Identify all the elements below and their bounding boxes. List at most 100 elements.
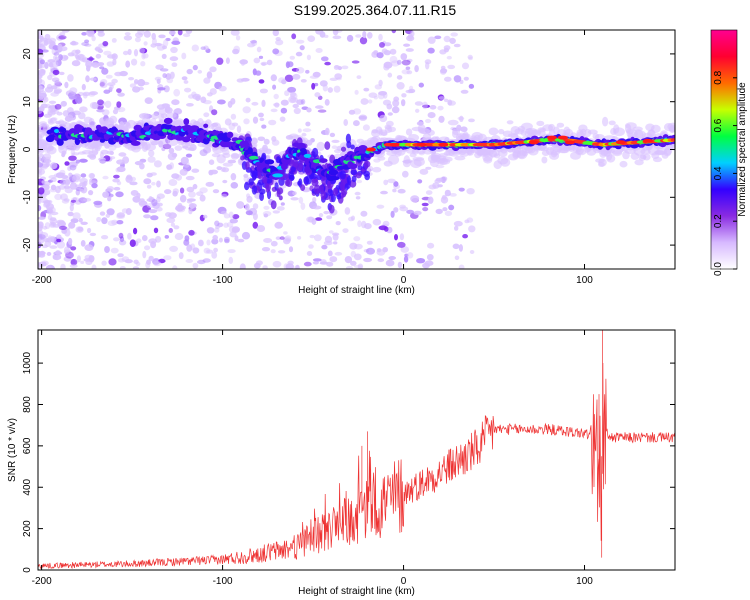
heatmap-cell — [444, 210, 453, 217]
heatmap-cell — [315, 105, 324, 109]
heatmap-cell — [161, 53, 167, 60]
heatmap-y-axis-label: Frequency (Hz) — [7, 115, 18, 184]
heatmap-cell — [393, 181, 399, 187]
heatmap-cell — [157, 87, 166, 91]
heatmap-cell — [366, 240, 373, 245]
heatmap-cell — [230, 182, 239, 189]
heatmap-cell — [468, 83, 475, 89]
heatmap-cell — [387, 154, 400, 165]
heatmap-cell — [427, 112, 436, 119]
heatmap-cell — [287, 86, 297, 93]
heatmap-cell — [251, 101, 259, 106]
heatmap-cell — [506, 120, 514, 125]
heatmap-cell — [258, 112, 264, 118]
heatmap-cell — [415, 108, 420, 113]
heatmap-cell — [280, 99, 289, 106]
heatmap-cell — [156, 180, 161, 188]
heatmap-cell — [68, 221, 76, 229]
heatmap-cell — [83, 116, 93, 124]
heatmap-cell — [84, 43, 92, 47]
heatmap-cell — [376, 204, 385, 209]
heatmap-cell — [357, 263, 364, 269]
heatmap-cell — [276, 206, 285, 211]
heatmap-cell — [283, 231, 288, 235]
heatmap-cell — [109, 156, 116, 160]
heatmap-cell — [293, 107, 301, 115]
heatmap-cell — [262, 265, 268, 269]
heatmap-cell — [417, 179, 423, 184]
heatmap-cell — [103, 50, 112, 56]
heatmap-cell — [47, 74, 53, 81]
heatmap-cell — [313, 184, 321, 195]
heatmap-cell — [71, 60, 81, 67]
heatmap-cell — [321, 244, 328, 250]
heatmap-cell — [306, 216, 315, 223]
heatmap-cell — [91, 264, 97, 269]
heatmap-cell — [222, 152, 231, 158]
heatmap-cell — [670, 138, 675, 142]
heatmap-cell — [116, 181, 122, 186]
heatmap-cell — [410, 195, 420, 203]
heatmap-cell — [438, 115, 445, 123]
heatmap-cell — [148, 238, 158, 244]
heatmap-cell — [488, 127, 499, 136]
heatmap-cell — [303, 261, 312, 267]
heatmap-cell — [38, 204, 42, 212]
heatmap-cell — [228, 256, 234, 264]
heatmap-cell — [385, 259, 395, 267]
heatmap-cell — [38, 48, 44, 55]
heatmap-cell — [272, 48, 280, 55]
heatmap-cell — [140, 61, 146, 67]
heatmap-hotspot — [528, 140, 539, 145]
heatmap-cell — [379, 42, 385, 48]
heatmap-cell — [180, 156, 189, 165]
heatmap-cell — [49, 117, 57, 124]
heatmap-cell — [188, 229, 195, 236]
heatmap-cell — [116, 88, 122, 93]
heatmap-cell — [355, 34, 362, 38]
heatmap-cell — [211, 109, 218, 116]
heatmap-cell — [38, 170, 42, 178]
heatmap-cell — [500, 158, 511, 167]
heatmap-cell — [364, 159, 369, 170]
heatmap-cell — [38, 261, 41, 269]
heatmap-cell — [272, 173, 283, 178]
heatmap-cell — [185, 30, 193, 34]
heatmap-cell — [350, 260, 357, 266]
heatmap-cell — [426, 254, 434, 261]
heatmap-cell — [99, 66, 105, 70]
heatmap-cell — [49, 245, 58, 249]
heatmap-cell — [38, 30, 42, 36]
heatmap-cell — [56, 238, 62, 243]
heatmap-cell — [54, 129, 60, 133]
heatmap-cell — [353, 236, 361, 242]
heatmap-cell — [38, 107, 43, 115]
heatmap-cell — [162, 39, 169, 47]
heatmap-cell — [111, 53, 118, 60]
heatmap-cell — [228, 211, 234, 219]
heatmap-cell — [165, 73, 172, 80]
heatmap-cell — [460, 89, 469, 94]
heatmap-cell — [383, 61, 393, 69]
heatmap-cell — [453, 43, 461, 48]
heatmap-cell — [360, 210, 368, 217]
heatmap-cell — [244, 203, 250, 211]
heatmap-cell — [667, 122, 675, 132]
heatmap-cell — [117, 92, 125, 97]
heatmap-cell — [334, 73, 343, 80]
heatmap-cell — [211, 251, 218, 259]
heatmap-cell — [48, 209, 54, 214]
heatmap-cell — [230, 30, 240, 36]
heatmap-cell — [129, 239, 136, 247]
heatmap-cell — [298, 196, 304, 204]
heatmap-cell — [123, 35, 133, 41]
heatmap-cell — [541, 156, 548, 164]
heatmap-cell — [69, 182, 78, 190]
heatmap-hotspot — [557, 135, 568, 140]
heatmap-cell — [399, 204, 406, 209]
heatmap-cell — [305, 121, 311, 127]
heatmap-cell — [315, 48, 323, 53]
snr-series-line — [38, 330, 675, 570]
heatmap-cell — [341, 65, 349, 70]
heatmap-cell — [387, 112, 393, 116]
